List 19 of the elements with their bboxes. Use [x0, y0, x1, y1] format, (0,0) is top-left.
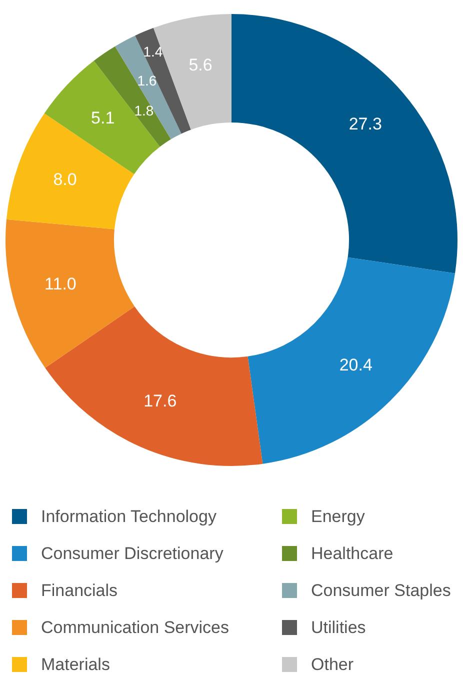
- data-label: 1.8: [134, 102, 154, 118]
- data-label: 27.3: [348, 114, 382, 134]
- legend-label: Utilities: [311, 618, 366, 638]
- legend-label: Healthcare: [311, 544, 394, 564]
- legend-label: Financials: [41, 580, 118, 600]
- data-label: 20.4: [339, 355, 372, 374]
- data-label: 11.0: [44, 274, 76, 294]
- legend-label: Other: [311, 654, 354, 674]
- legend-label: Communication Services: [41, 618, 230, 638]
- legend-label: Consumer Discretionary: [41, 544, 224, 564]
- legend-label: Consumer Staples: [311, 580, 451, 600]
- legend-label: Materials: [41, 654, 110, 674]
- legend-label: Information Technology: [41, 506, 216, 526]
- data-label: 1.6: [137, 72, 157, 89]
- legend-label: Energy: [311, 506, 365, 526]
- data-label: 8.0: [53, 170, 77, 190]
- data-label: 1.4: [143, 43, 163, 60]
- data-label: 17.6: [144, 391, 177, 410]
- data-label: 5.1: [91, 108, 115, 128]
